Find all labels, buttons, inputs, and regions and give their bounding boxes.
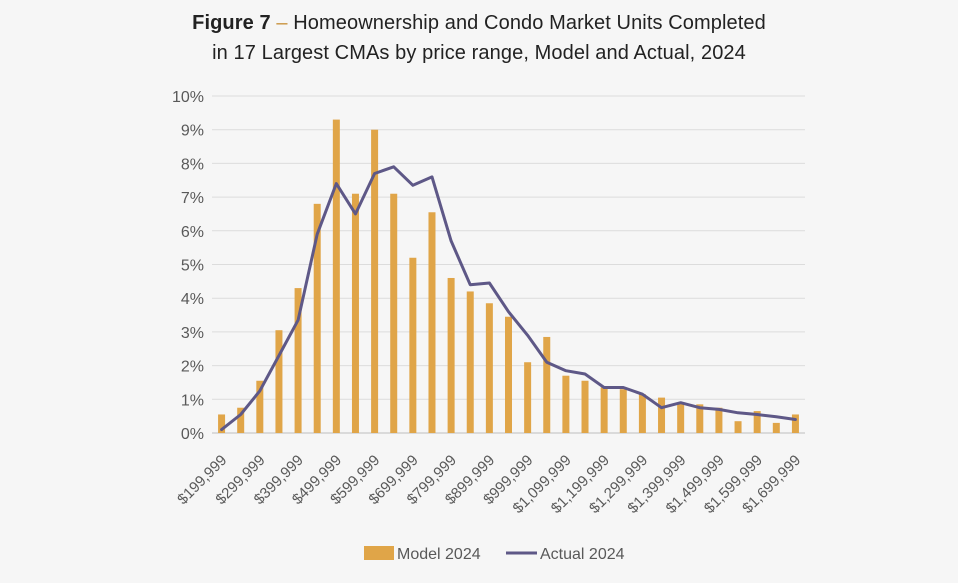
y-tick-label: 8%: [181, 156, 204, 173]
y-tick-label: 1%: [181, 392, 204, 409]
bar-model-2024: [753, 411, 761, 433]
y-tick-label: 5%: [181, 258, 204, 275]
bar-model-2024: [218, 414, 226, 433]
y-tick-label: 7%: [181, 190, 204, 207]
y-tick-label: 0%: [181, 426, 204, 443]
bar-model-2024: [409, 257, 417, 433]
title-text: Homeownership and Condo Market Units Com…: [293, 12, 766, 34]
bar-model-2024: [390, 193, 398, 433]
bar-model-2024: [466, 291, 474, 433]
bar-model-2024: [485, 303, 493, 433]
title-dash: –: [270, 12, 294, 34]
y-tick-label: 10%: [172, 89, 204, 106]
bar-model-2024: [658, 397, 666, 433]
bar-model-2024: [294, 288, 302, 433]
bar-model-2024: [275, 330, 283, 433]
subtitle-text: in 17 Largest CMAs by price range, Model…: [212, 42, 746, 64]
bar-model-2024: [543, 336, 551, 433]
bar-model-2024: [562, 375, 570, 433]
bar-model-2024: [619, 389, 627, 433]
bar-model-2024: [715, 407, 723, 433]
bar-model-2024: [638, 394, 646, 433]
bar-model-2024: [734, 421, 742, 433]
bar-model-2024: [237, 407, 245, 433]
y-tick-label: 3%: [181, 325, 204, 342]
bar-model-2024: [447, 277, 455, 433]
figure-label: Figure 7: [192, 12, 271, 34]
bar-model-2024: [351, 193, 359, 433]
y-tick-label: 4%: [181, 291, 204, 308]
bar-model-2024: [696, 404, 704, 433]
chart-title-line1: Figure 7 – Homeownership and Condo Marke…: [0, 12, 958, 35]
legend-swatch-model: [364, 546, 394, 560]
bar-model-2024: [505, 316, 512, 433]
bar-model-2024: [581, 380, 589, 433]
bar-model-2024: [313, 203, 321, 433]
bar-model-2024: [791, 414, 799, 433]
bar-model-2024: [332, 119, 340, 433]
y-tick-label: 9%: [181, 123, 204, 140]
bar-model-2024: [524, 362, 532, 433]
legend-label-model: Model 2024: [397, 546, 481, 563]
bar-model-2024: [600, 387, 608, 433]
bar-model-2024: [772, 422, 780, 433]
bar-model-2024: [428, 212, 436, 433]
legend-label-actual: Actual 2024: [540, 546, 625, 563]
chart-title-line2: in 17 Largest CMAs by price range, Model…: [0, 42, 958, 65]
line-actual-2024: [220, 165, 797, 432]
bar-model-2024: [256, 380, 264, 433]
y-tick-label: 2%: [181, 359, 204, 376]
bar-model-2024: [677, 402, 685, 433]
y-tick-label: 6%: [181, 224, 204, 241]
bar-model-2024: [371, 129, 379, 433]
